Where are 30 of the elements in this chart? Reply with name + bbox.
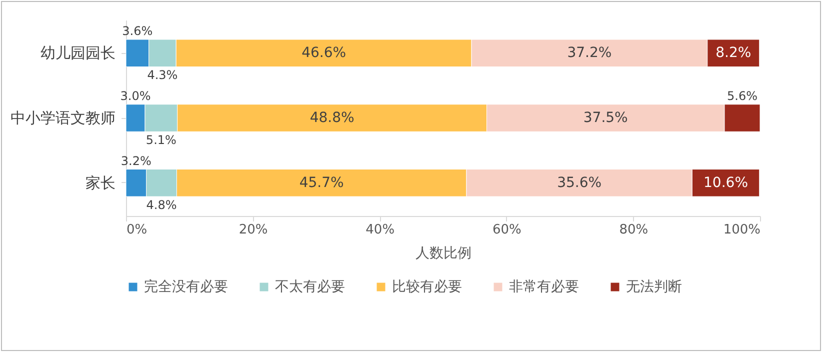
- x-tick-label: 0%: [126, 222, 148, 238]
- legend-label: 非常有必要: [509, 279, 579, 295]
- x-axis-title: 人数比例: [416, 246, 472, 262]
- x-tick-label: 40%: [366, 222, 395, 238]
- data-label: 5.6%: [727, 89, 758, 103]
- y-tick-label: 家长: [86, 174, 116, 192]
- data-label: 46.6%: [302, 45, 346, 62]
- data-label: 35.6%: [557, 174, 602, 191]
- data-label: 3.6%: [122, 24, 153, 38]
- data-label: 37.2%: [567, 45, 612, 62]
- data-label: 37.5%: [583, 110, 628, 126]
- x-tick-label: 60%: [492, 222, 522, 238]
- y-tick-label: 幼儿园园长: [40, 44, 116, 62]
- data-label: 3.2%: [120, 154, 152, 168]
- x-tick-label: 100%: [723, 222, 760, 238]
- x-tick-label: 80%: [619, 222, 648, 238]
- data-label: 3.0%: [120, 89, 151, 103]
- y-tick-label: 中小学语文教师: [10, 109, 116, 127]
- legend-label: 不太有必要: [275, 279, 345, 295]
- data-label: 4.3%: [147, 68, 178, 82]
- legend-label: 无法判断: [626, 279, 682, 295]
- data-label: 4.8%: [146, 198, 177, 212]
- data-label: 5.1%: [146, 133, 176, 147]
- data-label: 48.8%: [310, 110, 354, 126]
- data-label: 8.2%: [716, 45, 752, 62]
- x-tick-label: 20%: [238, 222, 268, 238]
- legend-label: 完全没有必要: [144, 279, 228, 295]
- data-label: 45.7%: [299, 174, 344, 191]
- legend-label: 比较有必要: [392, 279, 462, 295]
- data-label: 10.6%: [704, 174, 748, 191]
